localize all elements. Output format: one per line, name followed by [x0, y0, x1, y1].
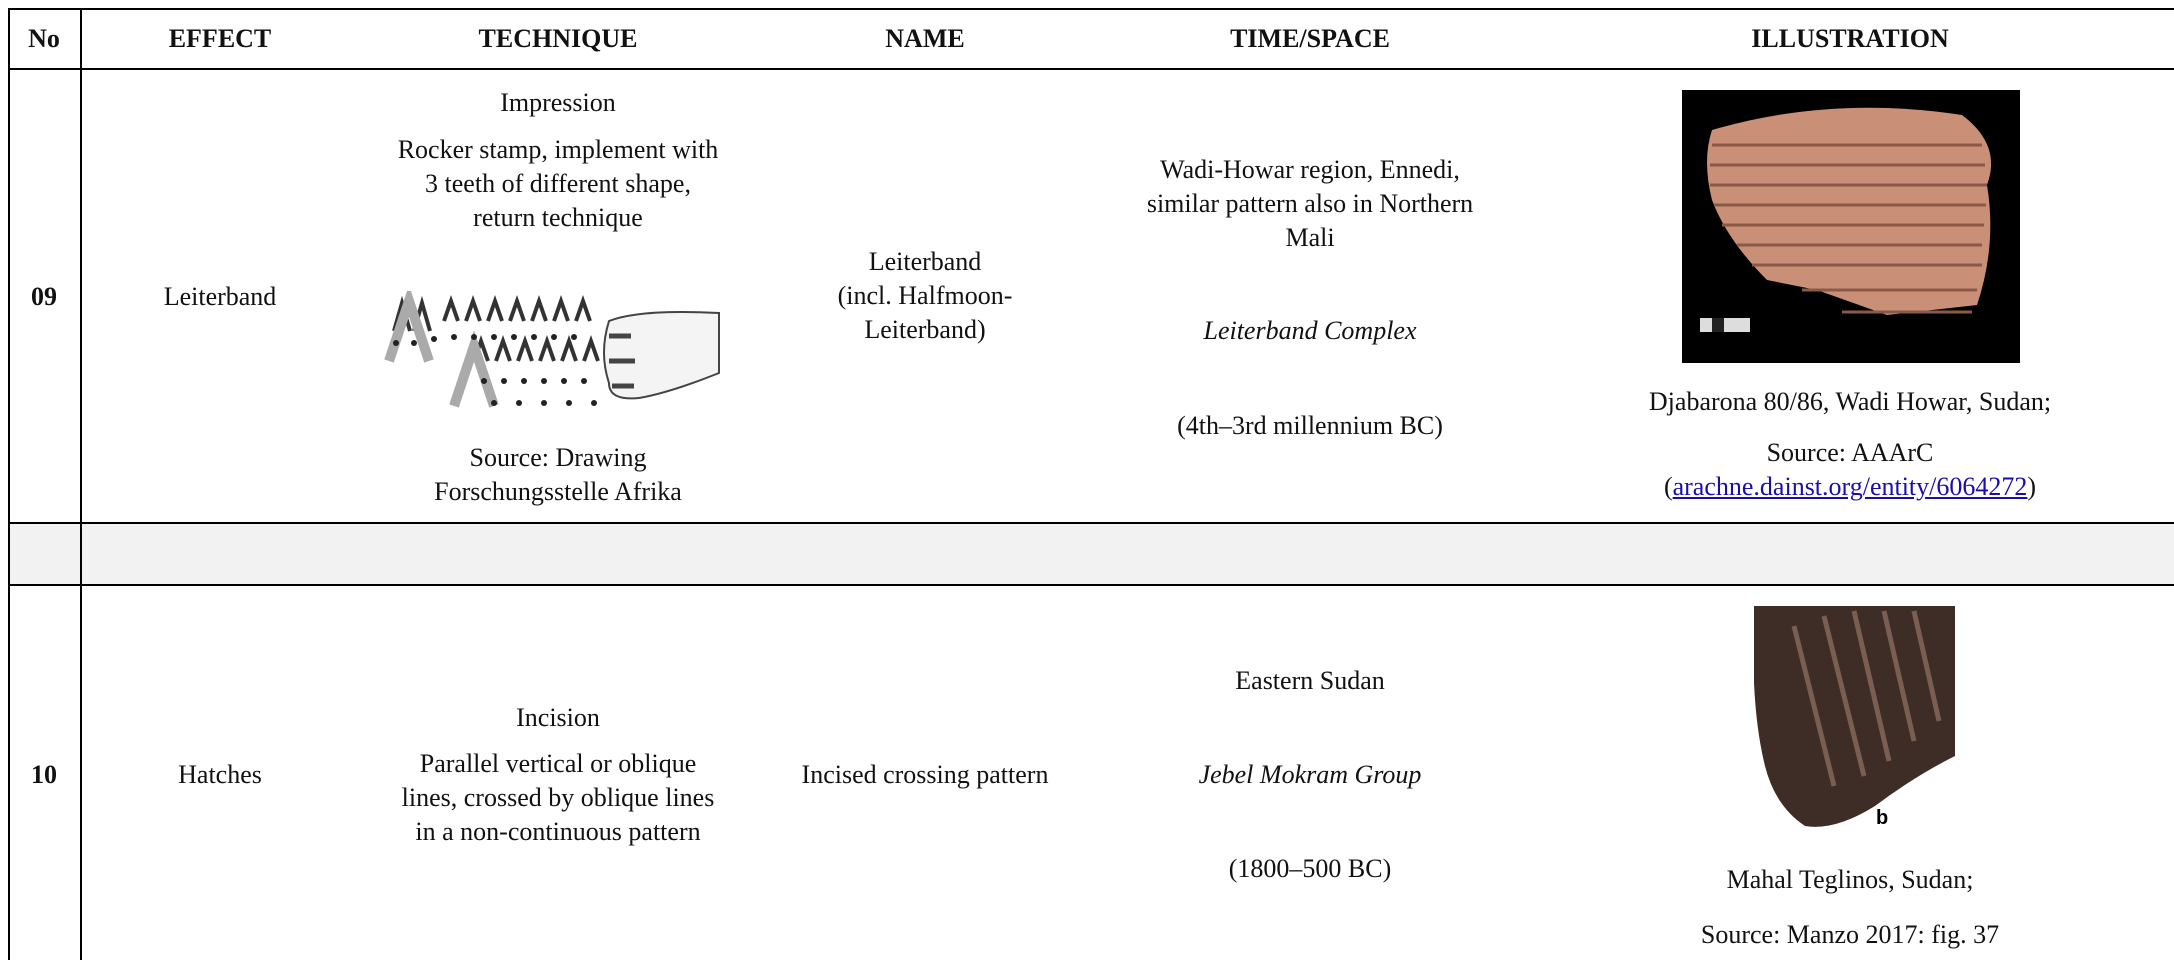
bracket: ( [1663, 472, 1673, 501]
column-header: No [28, 24, 60, 53]
technique-source: Forschungsstelle Afrika [434, 477, 682, 506]
column-header: ILLUSTRATION [1751, 24, 1949, 53]
culture: Jebel Mokram Group [1198, 760, 1422, 789]
pottery-photo [1682, 90, 2020, 363]
technique-description: Parallel vertical or oblique [419, 749, 697, 778]
caption: Mahal Teglinos, Sudan; [1726, 865, 1974, 894]
name: Incised crossing pattern [801, 760, 1049, 789]
column-header: EFFECT [168, 24, 272, 53]
technique-method: Incision [516, 703, 600, 732]
row-number: 09 [31, 282, 57, 311]
rule [8, 522, 2174, 524]
technique-source: Source: Drawing [469, 443, 647, 472]
name: Leiterband) [864, 315, 986, 344]
effect: Leiterband [163, 282, 277, 311]
date: (4th–3rd millennium BC) [1177, 411, 1443, 440]
source-link-line: (arachne.dainst.org/entity/6064272) [1664, 470, 2036, 504]
rule [80, 8, 82, 960]
technique-description: return technique [473, 203, 643, 232]
rule [8, 584, 2174, 586]
caption: Djabarona 80/86, Wadi Howar, Sudan; [1648, 387, 2052, 416]
place: similar pattern also in Northern [1146, 189, 1474, 218]
effect: Hatches [178, 760, 262, 789]
name: Leiterband [868, 247, 982, 276]
column-header: TECHNIQUE [478, 24, 638, 53]
column-header: TIME/SPACE [1230, 24, 1390, 53]
technique-description: lines, crossed by oblique lines [401, 783, 715, 812]
column-header: NAME [885, 24, 965, 53]
stamp-drawing [384, 291, 720, 408]
date: (1800–500 BC) [1228, 854, 1392, 883]
row-number: 10 [31, 760, 57, 789]
culture: Leiterband Complex [1203, 316, 1417, 345]
bracket: ) [2027, 472, 2037, 501]
pottery-photo: b [1754, 606, 1955, 829]
rule [8, 68, 2174, 70]
technique-description: in a non-continuous pattern [415, 817, 701, 846]
spacer-row [8, 523, 2174, 585]
technique-description: Rocker stamp, implement with [397, 135, 719, 164]
technique-description: 3 teeth of different shape, [425, 169, 691, 198]
technique-method: Impression [500, 88, 616, 117]
rule [8, 8, 10, 960]
place: Wadi-Howar region, Ennedi, [1160, 155, 1460, 184]
place: Eastern Sudan [1235, 666, 1385, 695]
source: Source: Manzo 2017: fig. 37 [1700, 920, 2000, 949]
name: (incl. Halfmoon- [837, 281, 1013, 310]
place: Mali [1285, 223, 1335, 252]
rule [8, 8, 2174, 10]
source-link[interactable]: arachne.dainst.org/entity/6064272 [1672, 472, 2028, 501]
image-label: b [1876, 807, 1888, 829]
source: Source: AAArC [1766, 438, 1934, 467]
